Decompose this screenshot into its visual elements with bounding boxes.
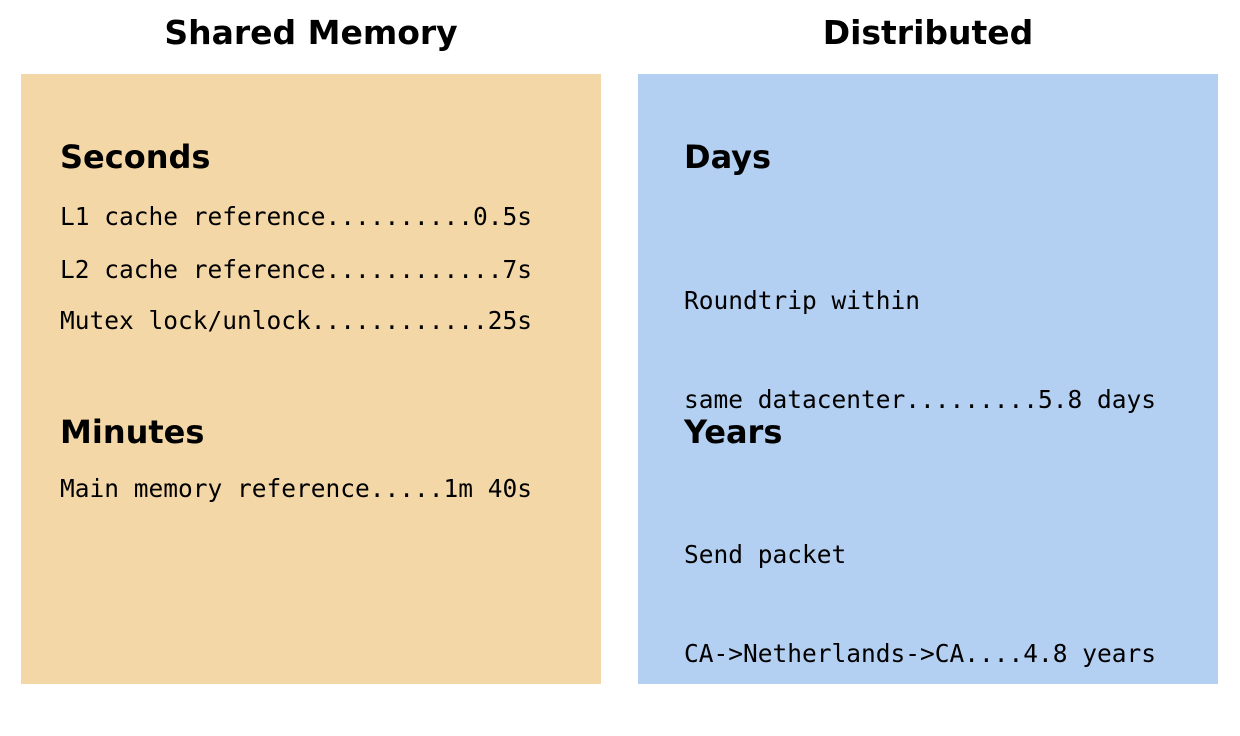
roundtrip-entry: Roundtrip within same datacenter........… [684,218,1156,482]
minutes-heading: Minutes [60,413,205,451]
main-memory-row: Main memory reference.....1m 40s [60,474,533,503]
mutex-row: Mutex lock/unlock............25s [60,306,533,335]
roundtrip-line-1: Roundtrip within [684,286,921,315]
l2-cache-row: L2 cache reference............7s [60,255,533,284]
years-heading: Years [684,413,783,451]
send-packet-line-1: Send packet [684,540,847,569]
shared-memory-title: Shared Memory [164,13,458,52]
distributed-title: Distributed [822,13,1034,52]
seconds-heading: Seconds [60,138,211,176]
distributed-panel: Days Roundtrip within same datacenter...… [638,74,1218,684]
days-heading: Days [684,138,772,176]
roundtrip-line-2: same datacenter.........5.8 days [684,385,1157,414]
send-packet-entry: Send packet CA->Netherlands->CA....4.8 y… [684,472,1156,736]
send-packet-line-2: CA->Netherlands->CA....4.8 years [684,639,1157,668]
shared-memory-panel: Seconds L1 cache reference..........0.5s… [21,74,601,684]
l1-cache-row: L1 cache reference..........0.5s [60,202,533,231]
